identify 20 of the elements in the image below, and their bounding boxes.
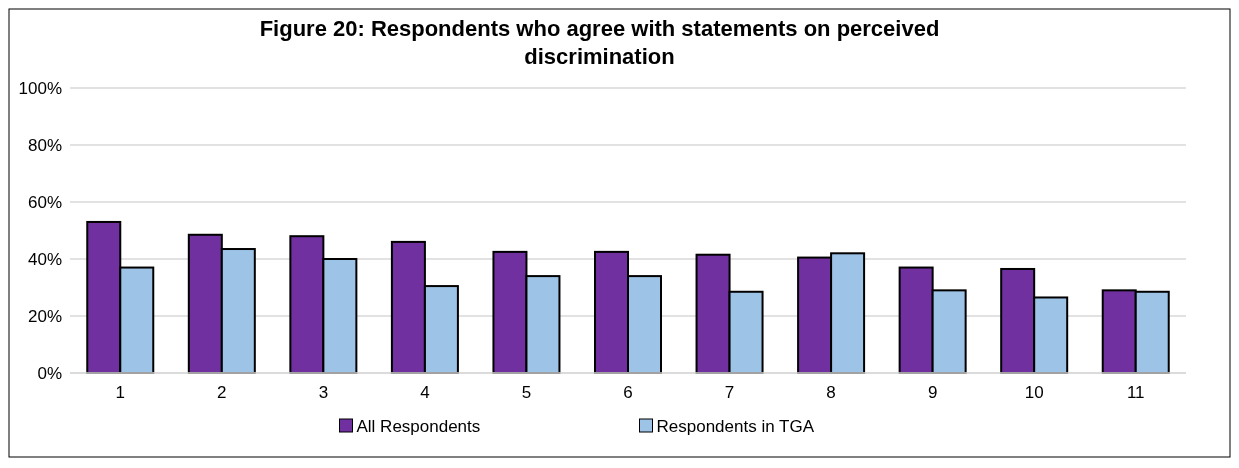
x-tick-label: 8 (826, 383, 836, 402)
x-tick-label: 6 (623, 383, 633, 402)
chart-title: Figure 20: Respondents who agree with statements on perceived discrimination (259, 16, 940, 69)
y-tick-label: 20% (27, 306, 62, 326)
y-tick-label: 80% (27, 135, 62, 155)
x-tick-label: 7 (724, 383, 735, 402)
x-tick-label: 9 (927, 383, 938, 402)
y-tick-label: 60% (27, 192, 62, 212)
y-tick-label: 0% (37, 363, 62, 383)
x-tick-label: 4 (420, 383, 430, 402)
x-tick-label: 2 (217, 383, 227, 402)
y-tick-label: 100% (18, 78, 62, 98)
x-tick-label: 1 (115, 383, 125, 402)
legend-label: Respondents in TGA (656, 416, 815, 436)
x-tick-label: 11 (1126, 383, 1145, 402)
x-tick-label: 3 (318, 383, 329, 402)
x-tick-label: 5 (521, 383, 532, 402)
y-tick-label: 40% (27, 249, 62, 269)
legend-label: All Respondents (356, 416, 481, 436)
x-tick-label: 10 (1024, 383, 1044, 402)
